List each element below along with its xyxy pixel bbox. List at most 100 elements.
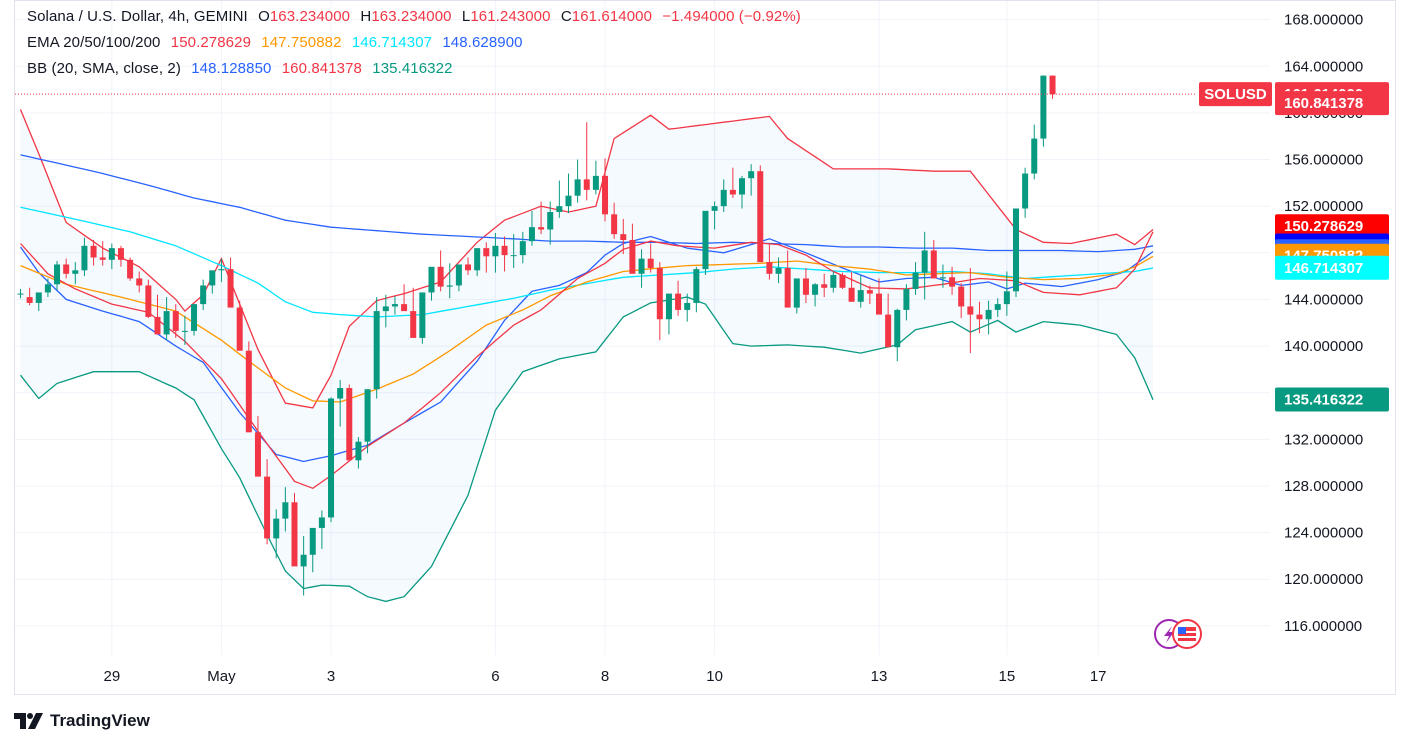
candle[interactable] [894,308,901,362]
candle[interactable] [775,257,782,284]
candle[interactable] [1031,124,1038,180]
candle[interactable] [72,262,79,285]
candle[interactable] [620,219,627,254]
candle[interactable] [54,260,61,291]
candle[interactable] [17,288,24,299]
candle[interactable] [337,379,344,427]
candle[interactable] [355,437,362,469]
candle[interactable] [857,274,864,308]
candle[interactable] [227,257,234,308]
candle[interactable] [784,250,791,308]
candle[interactable] [245,341,252,433]
candle[interactable] [583,122,590,201]
candle[interactable] [446,263,453,299]
candle[interactable] [346,384,353,461]
candle[interactable] [748,164,755,196]
candle[interactable] [757,165,764,263]
candle[interactable] [665,293,672,335]
candle[interactable] [720,179,727,213]
candle[interactable] [108,243,115,270]
candle[interactable] [985,300,992,335]
candle[interactable] [848,271,855,302]
candle[interactable] [684,293,691,322]
candle[interactable] [1022,167,1029,218]
candle[interactable] [492,232,499,273]
time-axis[interactable]: 29 May 3 6 8 10 13 15 17 [103,668,1106,685]
candle[interactable] [912,262,919,295]
candle[interactable] [474,248,481,277]
candle[interactable] [939,264,946,288]
candle[interactable] [428,266,435,301]
candle[interactable] [465,257,472,275]
candle[interactable] [675,280,682,316]
ema-label[interactable]: EMA 20/50/100/200 [27,34,161,51]
legend-ema-row[interactable]: EMA 20/50/100/200 150.278629 147.750882 … [27,34,529,51]
candle[interactable] [291,492,298,567]
candle[interactable] [373,297,380,399]
candle[interactable] [921,231,928,300]
candle[interactable] [629,223,636,274]
candle[interactable] [994,298,1001,317]
candle[interactable] [44,278,51,298]
legend-bb-row[interactable]: BB (20, SMA, close, 2) 148.128850 160.84… [27,60,459,77]
candle[interactable] [638,249,645,288]
candle[interactable] [839,272,846,289]
candle[interactable] [574,159,581,203]
candle[interactable] [127,257,134,281]
candle[interactable] [145,279,152,319]
candle[interactable] [556,180,563,218]
candle[interactable] [1003,271,1010,316]
candle[interactable] [611,202,618,239]
candle[interactable] [172,304,179,338]
candle[interactable] [510,234,517,268]
symbol-title[interactable]: Solana / U.S. Dollar, 4h, GEMINI [27,8,248,25]
candle[interactable] [538,201,545,235]
candle[interactable] [410,287,417,338]
candle[interactable] [300,536,307,596]
candle[interactable] [711,201,718,230]
candle[interactable] [419,292,426,344]
candle[interactable] [519,231,526,264]
candle[interactable] [218,258,225,282]
candle[interactable] [766,244,773,280]
candle[interactable] [739,175,746,209]
candle[interactable] [26,287,33,306]
candle[interactable] [273,509,280,559]
candle[interactable] [949,266,956,295]
candle[interactable] [282,487,289,532]
candle[interactable] [812,283,819,307]
candle[interactable] [401,284,408,312]
candle[interactable] [885,293,892,348]
candle[interactable] [99,241,106,266]
candle[interactable] [821,273,828,298]
candle[interactable] [236,300,243,351]
candle[interactable] [364,389,371,454]
candle[interactable] [309,527,316,573]
candle[interactable] [602,158,609,222]
candle[interactable] [35,292,42,312]
candle[interactable] [1012,208,1019,298]
legend-symbol-row[interactable]: Solana / U.S. Dollar, 4h, GEMINI O163.23… [27,8,807,25]
candle[interactable] [437,250,444,292]
candle[interactable] [547,201,554,245]
candle[interactable] [930,239,937,279]
candle[interactable] [90,239,97,266]
candle[interactable] [264,459,271,545]
candle[interactable] [903,284,910,321]
candle[interactable] [318,510,325,549]
candle[interactable] [967,267,974,354]
candle[interactable] [63,258,70,279]
candle[interactable] [802,267,809,303]
candle[interactable] [391,295,398,315]
candle[interactable] [163,297,170,341]
candle[interactable] [483,242,490,273]
candle[interactable] [976,301,983,334]
candle[interactable] [958,283,965,319]
candle[interactable] [565,173,572,214]
candle[interactable] [866,285,873,305]
compare-icons[interactable] [1154,619,1202,649]
candle[interactable] [254,416,261,477]
candle[interactable] [1049,75,1056,99]
candle[interactable] [136,271,143,293]
